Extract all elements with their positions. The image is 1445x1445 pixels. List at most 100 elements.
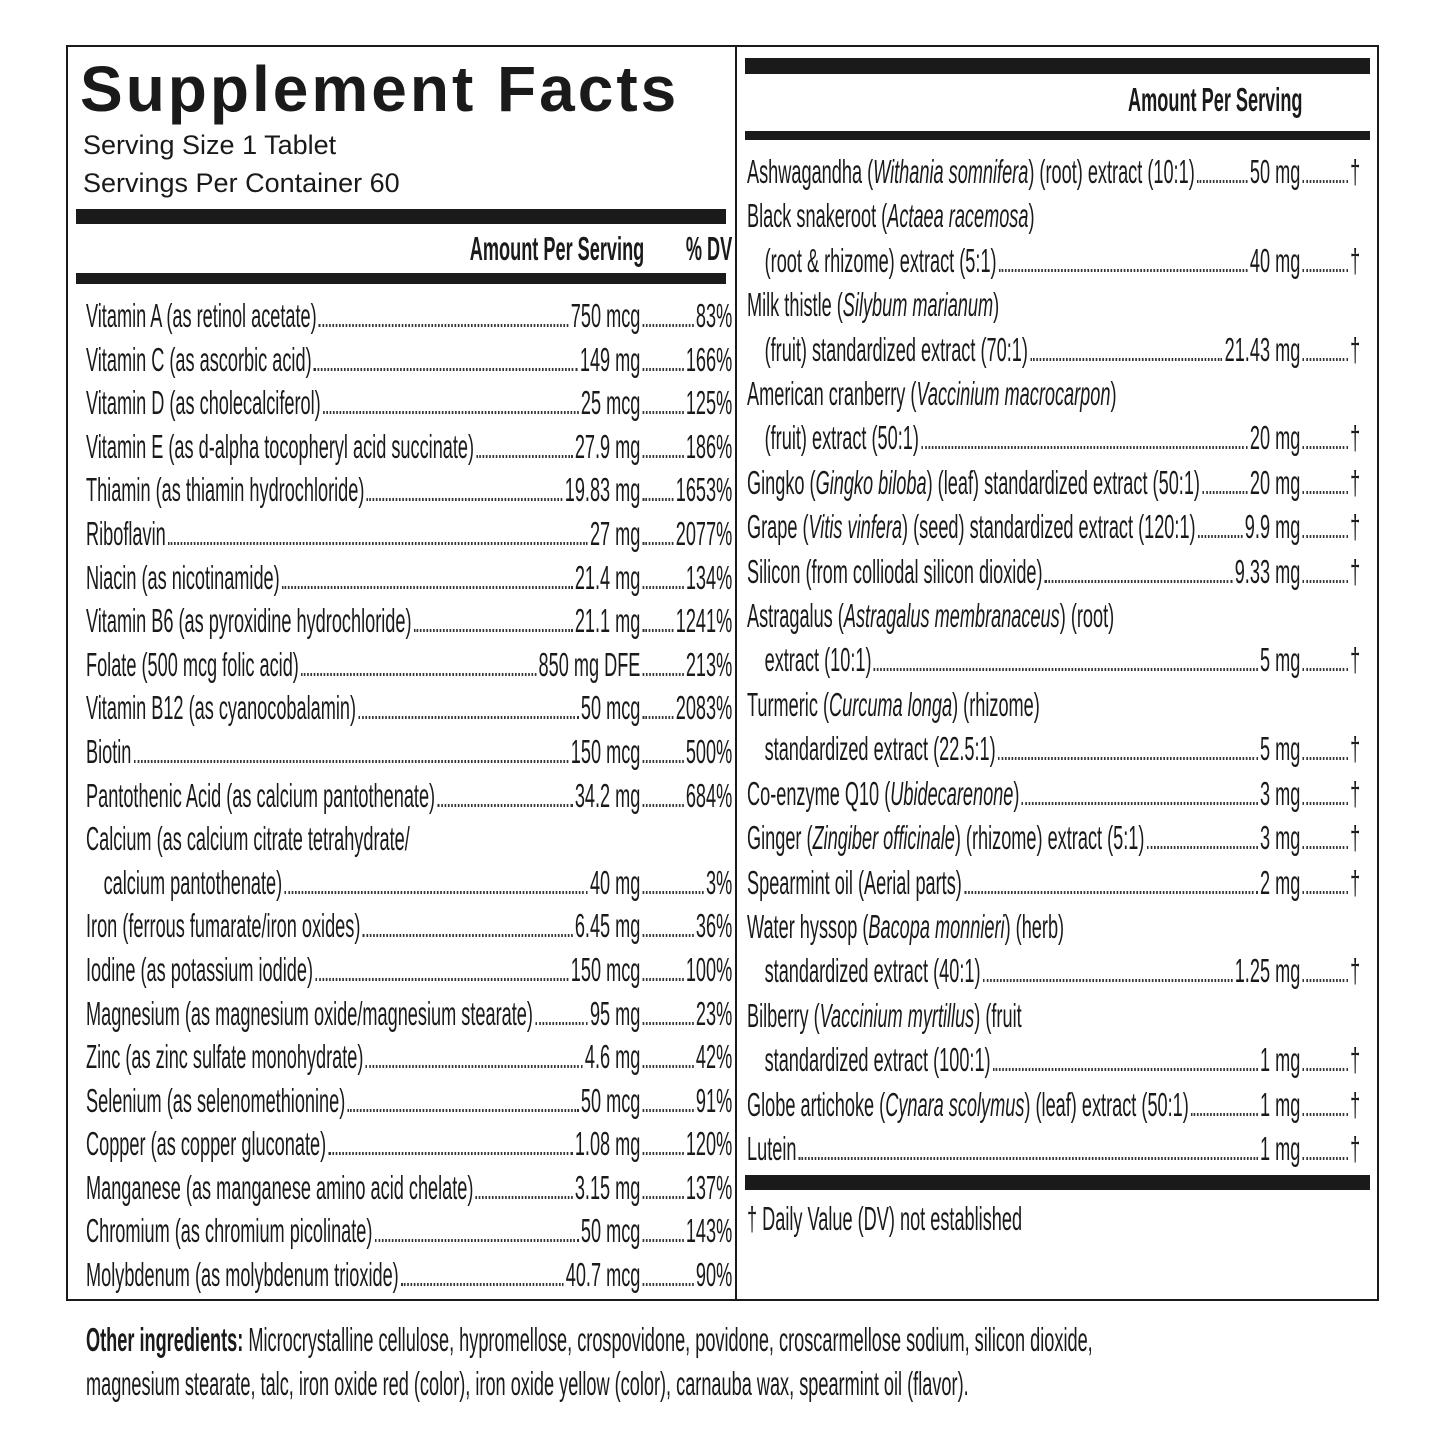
dv-box: 137%: [640, 1166, 732, 1210]
amount: 3 mg: [1259, 774, 1301, 812]
leader: [997, 757, 1258, 761]
amount: 1.08 mg: [574, 1125, 641, 1163]
leader: [642, 759, 684, 763]
ingredient-name: Copper (as copper gluconate): [86, 1125, 327, 1163]
row-line: Vitamin B12 (as cyanocobalamin) 50 mcg 208…: [86, 686, 732, 730]
leader: [642, 1239, 684, 1243]
ingredient-name: Iron (ferrous fumarate/iron oxides): [86, 907, 361, 945]
latin-name: Curcuma longa: [829, 685, 953, 723]
ingredient-name: Manganese (as manganese amino acid chela…: [86, 1168, 474, 1206]
amount: 50 mcg: [580, 1081, 641, 1119]
ingredient-name: standardized extract (22.5:1): [765, 727, 996, 771]
ingredient-name: Vitamin A (as retinol acetate): [86, 297, 317, 334]
ingredient-name: Grape (Vitis vinfera) (seed) standardize…: [747, 505, 1196, 549]
daily-value: 36%: [695, 907, 733, 945]
daily-value: 91%: [695, 1081, 733, 1119]
amount: 9.33 mg: [1234, 552, 1301, 590]
row-line: Gingko (Gingko biloba) (leaf) standardiz…: [747, 461, 1360, 505]
name-part: ) (seed) standardized extract (120:1): [902, 508, 1196, 546]
dv-box: 23%: [640, 992, 732, 1036]
ingredient-name: Calcium (as calcium citrate tetrahydrate…: [86, 820, 410, 858]
daily-value: 137%: [685, 1168, 733, 1206]
amount: 4.6 mg: [584, 1038, 641, 1076]
other-ingredients-label: Other ingredients:: [86, 1321, 244, 1358]
amount: 850 mg DFE: [538, 645, 641, 683]
row-line: Milk thistle (Silybum marianum): [747, 283, 1360, 327]
nutrient-row: Vitamin D (as cholecalciferol) 25 mcg 125%: [86, 381, 732, 425]
daily-value: 143%: [685, 1212, 733, 1250]
leader: [998, 268, 1248, 272]
leader: [642, 1021, 694, 1025]
rule: [745, 131, 1370, 140]
ingredient-name: (fruit) extract (50:1): [765, 416, 919, 460]
name-part: ) (herb): [1004, 907, 1065, 945]
nutrient-row: Vitamin C (as ascorbic acid) 149 mg 166%: [86, 338, 732, 382]
leader: [642, 1195, 684, 1199]
row-line: Selenium (as selenomethionine) 50 mcg 91%: [86, 1079, 732, 1123]
title: Supplement Facts: [80, 53, 680, 125]
daily-value: 125%: [685, 384, 733, 422]
leader: [642, 1283, 694, 1287]
latin-name: Zingiber officinale: [812, 819, 955, 857]
ingredient-name: Silicon (from colliodal silicon dioxide): [747, 550, 1043, 594]
leader: [347, 1108, 579, 1112]
daily-value: †: [1350, 1085, 1361, 1123]
latin-name: Silybum marianum: [842, 286, 994, 324]
ingredient-name: Molybdenum (as molybdenum trioxide): [86, 1256, 399, 1294]
leader: [1302, 357, 1348, 361]
leader: [1044, 579, 1233, 583]
leader: [328, 1152, 573, 1156]
leader: [1302, 1068, 1348, 1072]
row-line: Thiamin (as thiamin hydrochloride) 19.83 …: [86, 468, 732, 512]
leader: [535, 1021, 588, 1025]
dv-box: 143%: [640, 1209, 732, 1253]
name-part: ) (root): [1059, 597, 1115, 635]
row-line: Manganese (as manganese amino acid chela…: [86, 1166, 732, 1210]
leader: [400, 1283, 564, 1287]
leader: [642, 1108, 694, 1112]
amount: 50 mg: [1249, 153, 1301, 190]
nutrient-row: Silicon (from colliodal silicon dioxide)…: [747, 550, 1360, 594]
amount: 1 mg: [1259, 1129, 1301, 1167]
leader: [642, 629, 674, 633]
nutrient-row: Vitamin B12 (as cyanocobalamin) 50 mcg 208…: [86, 686, 732, 730]
name-part: ) (rhizome): [952, 685, 1040, 723]
row-line: Astragalus (Astragalus membranaceus) (ro…: [747, 594, 1360, 638]
leader: [642, 672, 684, 676]
dv-box: 120%: [640, 1122, 732, 1166]
row-line: Vitamin E (as d-alpha tocopheryl acid su…: [86, 425, 732, 469]
name-part: Black snakeroot (: [747, 197, 888, 235]
name-part: (fruit) extract (50:1): [764, 419, 919, 457]
leader: [642, 890, 704, 894]
leader: [1302, 446, 1348, 450]
nutrient-row: Water hyssop (Bacopa monnieri) (herb) sta…: [747, 905, 1360, 994]
name-part: Spearmint oil (Aerial parts): [747, 863, 962, 901]
nutrient-row: Iodine (as potassium iodide) 150 mcg 100%: [86, 948, 732, 992]
daily-value: 166%: [685, 340, 733, 378]
dv-box: 2077%: [640, 512, 732, 556]
dv-box: 36%: [640, 904, 732, 948]
row-line: Vitamin B6 (as pyroxidine hydrochloride)…: [86, 599, 732, 643]
leader: [1302, 668, 1348, 672]
leader: [642, 1152, 684, 1156]
thick-rule: [745, 1175, 1370, 1190]
name-part: Gingko (: [747, 463, 816, 501]
name-part: standardized extract (40:1): [764, 952, 981, 990]
servings-per-container: Servings Per Container 60: [83, 168, 400, 198]
leader: [362, 934, 573, 938]
leader: [1030, 357, 1223, 361]
daily-value: †: [1350, 463, 1361, 501]
name-part: Ginger (: [747, 819, 813, 857]
leader: [798, 1156, 1258, 1160]
nutrient-row: Co-enzyme Q10 (Ubidecarenone) 3 mg †: [747, 772, 1360, 816]
amount: 3.15 mg: [574, 1168, 641, 1206]
daily-value: 42%: [695, 1038, 733, 1076]
row-line: calcium pantothenate) 40 mg 3%: [86, 861, 733, 905]
amount: 21.4 mg: [574, 558, 641, 596]
ingredient-name: Riboflavin: [86, 514, 166, 552]
amount: 3 mg: [1259, 819, 1301, 857]
dv-box: 3%: [640, 861, 732, 905]
leader: [642, 454, 684, 458]
leader: [1146, 846, 1258, 850]
